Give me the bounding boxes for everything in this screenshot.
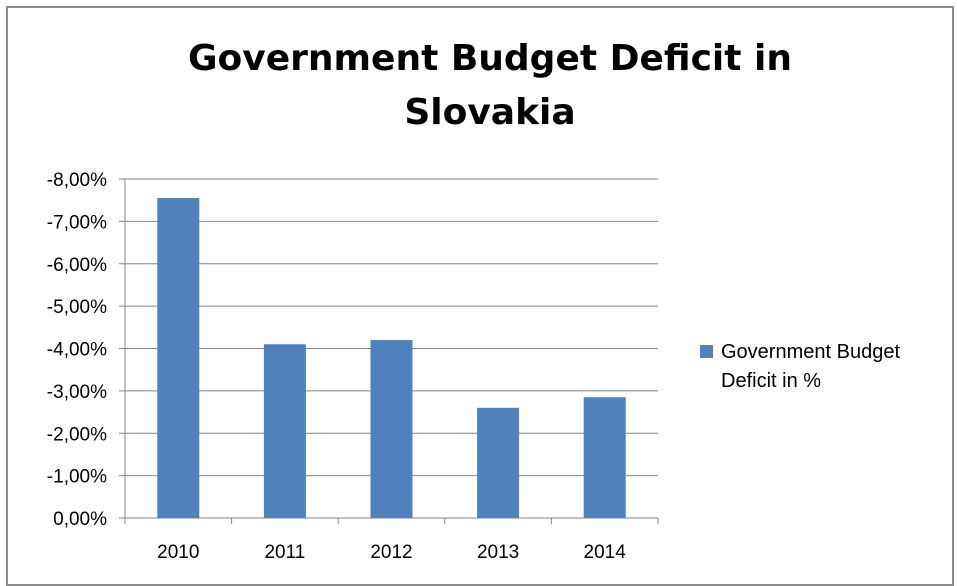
x-tick-label: 2014 <box>584 542 627 563</box>
x-tick-label: 2011 <box>264 542 305 563</box>
chart-title: Government Budget Deficit in Slovakia <box>60 32 920 140</box>
legend-swatch <box>700 345 713 358</box>
x-tick-label: 2010 <box>157 542 199 563</box>
y-tick-label: -7,00% <box>47 212 107 233</box>
y-tick-label: -5,00% <box>47 297 107 318</box>
chart-title-line-2: Slovakia <box>404 92 576 133</box>
y-tick-label: 0,00% <box>53 509 107 530</box>
x-tick-label: 2013 <box>477 542 519 563</box>
bar-2010 <box>157 198 200 518</box>
legend: Government Budget Deficit in % <box>700 338 955 396</box>
chart-title-line-1: Government Budget Deficit in <box>188 38 792 79</box>
bar-2014 <box>583 397 626 518</box>
y-tick-label: -3,00% <box>47 382 107 403</box>
bar-2012 <box>370 340 413 518</box>
y-tick-label: -2,00% <box>47 424 107 445</box>
y-tick-label: -4,00% <box>47 340 107 361</box>
y-tick-label: -8,00% <box>47 170 107 191</box>
y-tick-label: -1,00% <box>47 467 107 488</box>
legend-label: Government Budget Deficit in % <box>721 341 900 392</box>
bar-2011 <box>263 344 306 518</box>
x-tick-label: 2012 <box>370 542 412 563</box>
bar-2013 <box>477 407 520 518</box>
y-tick-label: -6,00% <box>47 255 107 276</box>
